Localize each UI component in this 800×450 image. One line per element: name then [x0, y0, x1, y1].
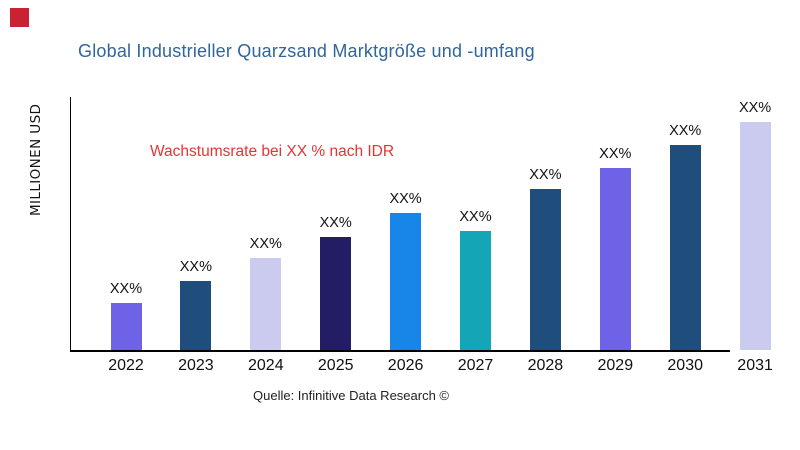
- x-tick-label-2028: 2028: [527, 357, 564, 374]
- bar-value-label-2025: XX%: [319, 215, 352, 231]
- bar-2022: [110, 303, 142, 350]
- x-tick-label-2023: 2023: [178, 357, 214, 374]
- x-tick-label-2031: 2031: [737, 357, 773, 374]
- bar-value-label-2028: XX%: [529, 167, 562, 183]
- bar-2031: [739, 122, 771, 350]
- source-text: Quelle: Infinitive Data Research ©: [253, 388, 450, 403]
- bar-value-label-2024: XX%: [249, 236, 282, 252]
- bar-value-label-2027: XX%: [459, 209, 492, 225]
- bar-2029: [599, 168, 631, 350]
- bar-2026: [390, 213, 422, 350]
- bar-value-label-2029: XX%: [599, 146, 632, 162]
- bar-2024: [250, 258, 282, 350]
- bar-value-label-2022: XX%: [109, 281, 143, 297]
- x-tick-label-2030: 2030: [667, 357, 703, 374]
- brand-logo-square: [10, 8, 29, 27]
- x-axis-line: [69, 350, 730, 352]
- bar-value-label-2023: XX%: [179, 259, 213, 275]
- bar-value-label-2030: XX%: [669, 123, 702, 139]
- bar-2027: [460, 231, 491, 350]
- growth-rate-annotation: Wachstumsrate bei XX % nach IDR: [150, 143, 395, 160]
- chart-title: Global Industrieller Quarzsand Marktgröß…: [78, 41, 535, 61]
- y-axis-label: MILLIONEN USD: [28, 103, 44, 217]
- x-tick-label-2027: 2027: [457, 357, 494, 374]
- x-tick-label-2025: 2025: [317, 357, 354, 374]
- x-tick-label-2029: 2029: [597, 357, 634, 374]
- bar-value-label-2026: XX%: [389, 191, 422, 207]
- x-tick-label-2024: 2024: [248, 357, 284, 374]
- bar-2023: [180, 281, 212, 350]
- bar-2028: [529, 189, 561, 350]
- x-tick-label-2022: 2022: [108, 357, 144, 374]
- y-axis-line: [69, 97, 71, 351]
- x-tick-label-2026: 2026: [387, 357, 424, 374]
- bar-2025: [320, 237, 352, 350]
- bar-value-label-2031: XX%: [738, 100, 772, 116]
- bar-2030: [669, 145, 701, 350]
